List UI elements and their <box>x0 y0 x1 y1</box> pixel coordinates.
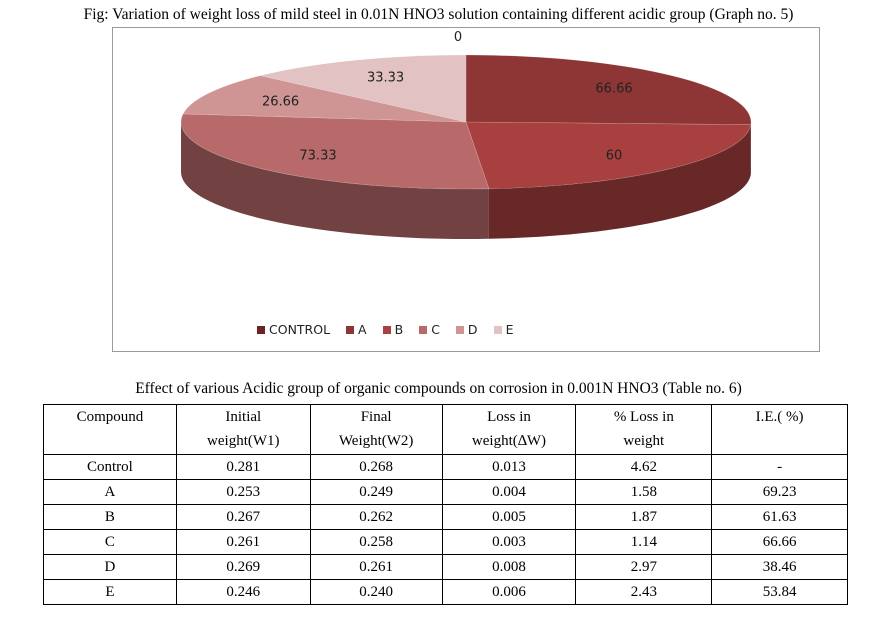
table-cell: 0.006 <box>441 579 577 605</box>
chart-legend: CONTROL A B C D E <box>257 322 529 337</box>
table-cell: D <box>43 554 177 580</box>
column-header-line: weight(∆W) <box>471 433 547 449</box>
table-cell: 66.66 <box>711 529 848 555</box>
weight-loss-table: Compound Initial weight(W1) Final Weight(W2)… <box>43 404 848 605</box>
legend-label: B <box>394 322 404 337</box>
pie-slice-c <box>180 113 490 190</box>
table-header-row: Compound Initial weight(W1) Final Weight(W2)… <box>43 404 848 455</box>
table-cell: 1.87 <box>575 504 713 530</box>
table-cell: 0.004 <box>441 479 577 505</box>
pie-side-c <box>181 122 489 239</box>
legend-label: E <box>505 322 514 337</box>
column-header-line: Weight(W2) <box>338 433 414 449</box>
table-cell: 53.84 <box>711 579 848 605</box>
legend-label: A <box>358 322 367 337</box>
table-cell: 1.14 <box>575 529 713 555</box>
legend-swatch <box>346 325 355 334</box>
table-cell: 0.246 <box>175 579 311 605</box>
legend-label: CONTROL <box>269 322 331 337</box>
table-cell: 61.63 <box>711 504 848 530</box>
table-cell: C <box>43 529 177 555</box>
column-header-line: Compound <box>76 409 144 425</box>
data-label-control: 0 <box>454 30 462 45</box>
legend-item-d: D <box>455 322 478 337</box>
legend-swatch <box>455 325 464 334</box>
column-header: I.E.( %) <box>711 404 848 455</box>
table-cell: 0.013 <box>441 454 577 480</box>
table-cell: 38.46 <box>711 554 848 580</box>
table-cell: E <box>43 579 177 605</box>
table-caption: Effect of various Acidic group of organi… <box>135 380 742 397</box>
column-header-line: I.E.( %) <box>755 409 804 425</box>
legend-swatch <box>257 325 265 334</box>
pie-slice-b <box>465 121 752 190</box>
legend-item-c: C <box>419 322 440 337</box>
data-label-b: 60 <box>606 148 623 163</box>
data-label-c: 73.33 <box>299 148 336 163</box>
table-cell: Control <box>43 454 177 480</box>
table-cell: 0.249 <box>309 479 443 505</box>
table-cell: 0.005 <box>441 504 577 530</box>
table-cell: 0.281 <box>175 454 311 480</box>
table-cell: 0.267 <box>175 504 311 530</box>
legend-item-e: E <box>493 322 514 337</box>
table-row: C 0.261 0.258 0.003 1.14 66.66 <box>43 529 848 555</box>
table-cell: 0.003 <box>441 529 577 555</box>
table-cell: 0.240 <box>309 579 443 605</box>
table-cell: 69.23 <box>711 479 848 505</box>
data-label-a: 66.66 <box>595 82 632 97</box>
table-cell: - <box>711 454 848 480</box>
table-row: Control 0.281 0.268 0.013 4.62- <box>43 454 848 480</box>
data-label-d: 26.66 <box>262 94 299 109</box>
table-row: A 0.253 0.249 0.004 1.58 69.23 <box>43 479 848 505</box>
column-header: Initial weight(W1) <box>175 404 311 455</box>
column-header: % Loss in weight <box>575 404 713 455</box>
pie-side-b <box>488 124 751 239</box>
pie-slice-e <box>260 54 467 123</box>
column-header-line: Initial <box>225 409 262 425</box>
legend-item-a: A <box>346 322 367 337</box>
legend-swatch <box>382 325 391 334</box>
column-header: Loss in weight(∆W) <box>441 404 577 455</box>
pie-slice-d <box>182 75 467 123</box>
table-row: B 0.267 0.262 0.005 1.87 61.63 <box>43 504 848 530</box>
legend-item-b: B <box>382 322 404 337</box>
column-header: Compound <box>43 404 177 455</box>
legend-label: C <box>431 322 440 337</box>
table-cell: 4.62 <box>575 454 713 480</box>
column-header: Final Weight(W2) <box>309 404 443 455</box>
column-header-line: Final <box>360 409 392 425</box>
figure-title: Fig: Variation of weight loss of mild st… <box>83 6 794 23</box>
table-cell: B <box>43 504 177 530</box>
pie-chart-frame: 0 66.66 60 73.33 26.66 33.33 CONTROL A B C D E <box>112 27 820 352</box>
table-cell: 0.253 <box>175 479 311 505</box>
table-cell: 2.43 <box>575 579 713 605</box>
table-cell: 0.008 <box>441 554 577 580</box>
legend-swatch <box>493 325 502 334</box>
column-header-line: Loss in <box>487 409 531 425</box>
table-cell: 0.269 <box>175 554 311 580</box>
legend-swatch <box>419 325 428 334</box>
pie-chart: 0 66.66 60 73.33 26.66 33.33 <box>180 30 752 239</box>
table-cell: 1.58 <box>575 479 713 505</box>
table-cell: 2.97 <box>575 554 713 580</box>
table-cell: 0.262 <box>309 504 443 530</box>
table-row: E 0.246 0.240 0.006 2.43 53.84 <box>43 579 848 605</box>
column-header-line: weight(W1) <box>207 433 280 449</box>
table-cell: 0.258 <box>309 529 443 555</box>
column-header-line: weight <box>623 433 665 449</box>
table-body: Control 0.281 0.268 0.013 4.62- A 0.253 0.249 0.… <box>43 454 848 605</box>
legend-item-control: CONTROL <box>257 322 330 337</box>
column-header-line: % Loss in <box>613 409 674 425</box>
pie-slice-a <box>465 54 752 126</box>
table-cell: A <box>43 479 177 505</box>
data-label-e: 33.33 <box>367 71 404 86</box>
table-cell: 0.261 <box>175 529 311 555</box>
table-cell: 0.268 <box>309 454 443 480</box>
table-cell: 0.261 <box>309 554 443 580</box>
table-row: D 0.269 0.261 0.008 2.97 38.46 <box>43 554 848 580</box>
legend-label: D <box>467 322 478 337</box>
